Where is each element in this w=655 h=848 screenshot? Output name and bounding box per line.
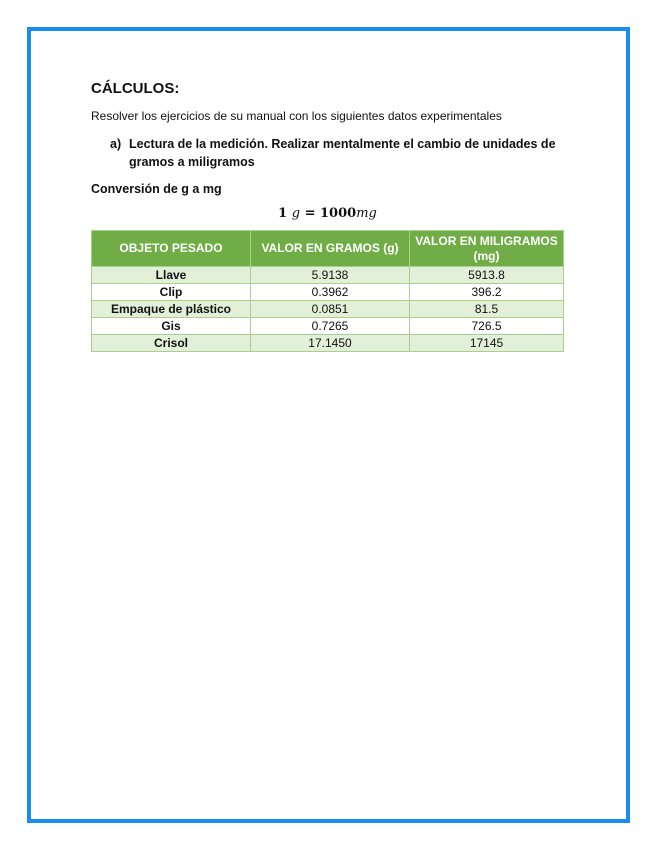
formula-right-unit: mg [356,206,377,221]
cell-objeto: Llave [91,266,251,284]
conversion-formula: 1 g = 1000mg [0,206,655,221]
cell-objeto: Crisol [91,334,251,352]
table-row: Empaque de plástico 0.0851 81.5 [91,300,564,318]
table-row: Clip 0.3962 396.2 [91,283,564,301]
conversion-table: OBJETO PESADO VALOR EN GRAMOS (g) VALOR … [91,230,564,352]
cell-miligramos: 5913.8 [409,266,564,284]
conversion-heading: Conversión de g a mg [91,182,222,196]
header-miligramos: VALOR EN MILIGRAMOS (mg) [409,230,564,267]
cell-gramos: 0.7265 [250,317,410,335]
table-row: Gis 0.7265 726.5 [91,317,564,335]
cell-gramos: 0.3962 [250,283,410,301]
formula-left-unit: g [291,206,301,221]
table-header-row: OBJETO PESADO VALOR EN GRAMOS (g) VALOR … [91,230,564,267]
cell-miligramos: 81.5 [409,300,564,318]
cell-objeto: Gis [91,317,251,335]
formula-right-num: 1000 [320,206,357,221]
cell-miligramos: 17145 [409,334,564,352]
formula-left-num: 1 [278,206,288,221]
page-border [27,27,630,823]
cell-gramos: 5.9138 [250,266,410,284]
cell-gramos: 17.1450 [250,334,410,352]
table-row: Crisol 17.1450 17145 [91,334,564,352]
intro-text: Resolver los ejercicios de su manual con… [91,109,502,123]
cell-miligramos: 396.2 [409,283,564,301]
header-objeto: OBJETO PESADO [91,230,251,267]
formula-eq: = [304,206,316,221]
section-title: CÁLCULOS: [91,80,180,97]
list-item-text: Lectura de la medición. Realizar mentalm… [129,137,556,169]
list-item: a) Lectura de la medición. Realizar ment… [110,135,570,171]
cell-miligramos: 726.5 [409,317,564,335]
cell-objeto: Empaque de plástico [91,300,251,318]
table-row: Llave 5.9138 5913.8 [91,266,564,284]
cell-gramos: 0.0851 [250,300,410,318]
header-gramos: VALOR EN GRAMOS (g) [250,230,410,267]
cell-objeto: Clip [91,283,251,301]
list-item-label: a) [110,137,122,151]
